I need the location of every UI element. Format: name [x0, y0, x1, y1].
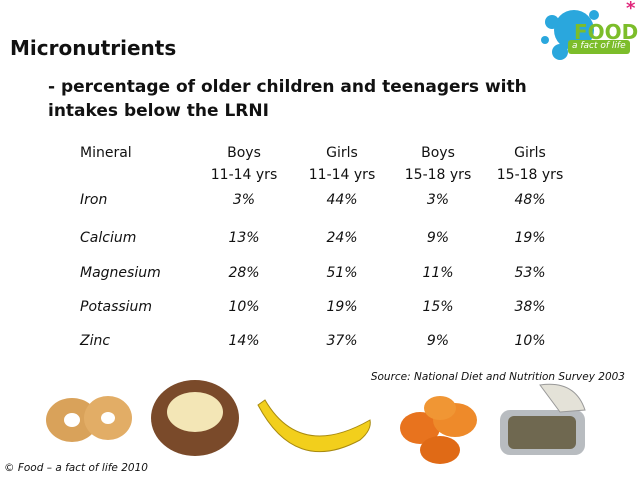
logo-main: FOOD	[574, 20, 638, 44]
column-subheader: 15-18 yrs	[404, 167, 472, 183]
cell: 51%	[326, 265, 358, 281]
row-label: Calcium	[80, 230, 137, 246]
cell: 9%	[426, 230, 450, 246]
cell: 28%	[228, 265, 260, 281]
cell: 53%	[514, 265, 546, 281]
column-header: Mineral	[80, 145, 132, 161]
cell: 11%	[422, 265, 454, 281]
column-header: Boys	[227, 145, 261, 161]
potato	[151, 380, 239, 456]
cell: 10%	[228, 299, 260, 315]
column-subheader: 11-14 yrs	[210, 167, 278, 183]
row-label: Potassium	[80, 299, 153, 315]
cell: 3%	[232, 192, 256, 208]
cell: 10%	[514, 333, 546, 349]
copyright: © Food – a fact of life 2010	[4, 462, 148, 474]
cell: 24%	[326, 230, 358, 246]
source: Source: National Diet and Nutrition Surv…	[370, 371, 625, 383]
subtitle-line: intakes below the LRNI	[48, 101, 269, 121]
column-subheader: 15-18 yrs	[496, 167, 564, 183]
row-label: Magnesium	[80, 265, 161, 281]
logo-splash: *	[541, 0, 636, 60]
row-label: Zinc	[80, 333, 111, 349]
column-header: Girls	[514, 145, 546, 161]
logo-tagline: a fact of life	[572, 41, 626, 51]
subtitle-line: - percentage of older children and teena…	[48, 77, 527, 97]
banana	[257, 399, 371, 453]
cell: 9%	[426, 333, 450, 349]
sardine-tin	[500, 383, 586, 455]
column-header: Boys	[421, 145, 455, 161]
column-header: Girls	[326, 145, 358, 161]
cell: 19%	[514, 230, 546, 246]
row-label: Iron	[80, 192, 108, 208]
column-subheader: 11-14 yrs	[308, 167, 376, 183]
title: Micronutrients	[10, 36, 177, 60]
bagels	[46, 396, 132, 442]
apricots	[400, 396, 477, 464]
cell: 3%	[426, 192, 450, 208]
cell: 38%	[514, 299, 546, 315]
cell: 48%	[514, 192, 546, 208]
cell: 44%	[326, 192, 358, 208]
cell: 19%	[326, 299, 358, 315]
cell: 14%	[228, 333, 260, 349]
cell: 37%	[326, 333, 358, 349]
cell: 13%	[228, 230, 260, 246]
svg-text:*: *	[626, 0, 636, 19]
cell: 15%	[422, 299, 454, 315]
